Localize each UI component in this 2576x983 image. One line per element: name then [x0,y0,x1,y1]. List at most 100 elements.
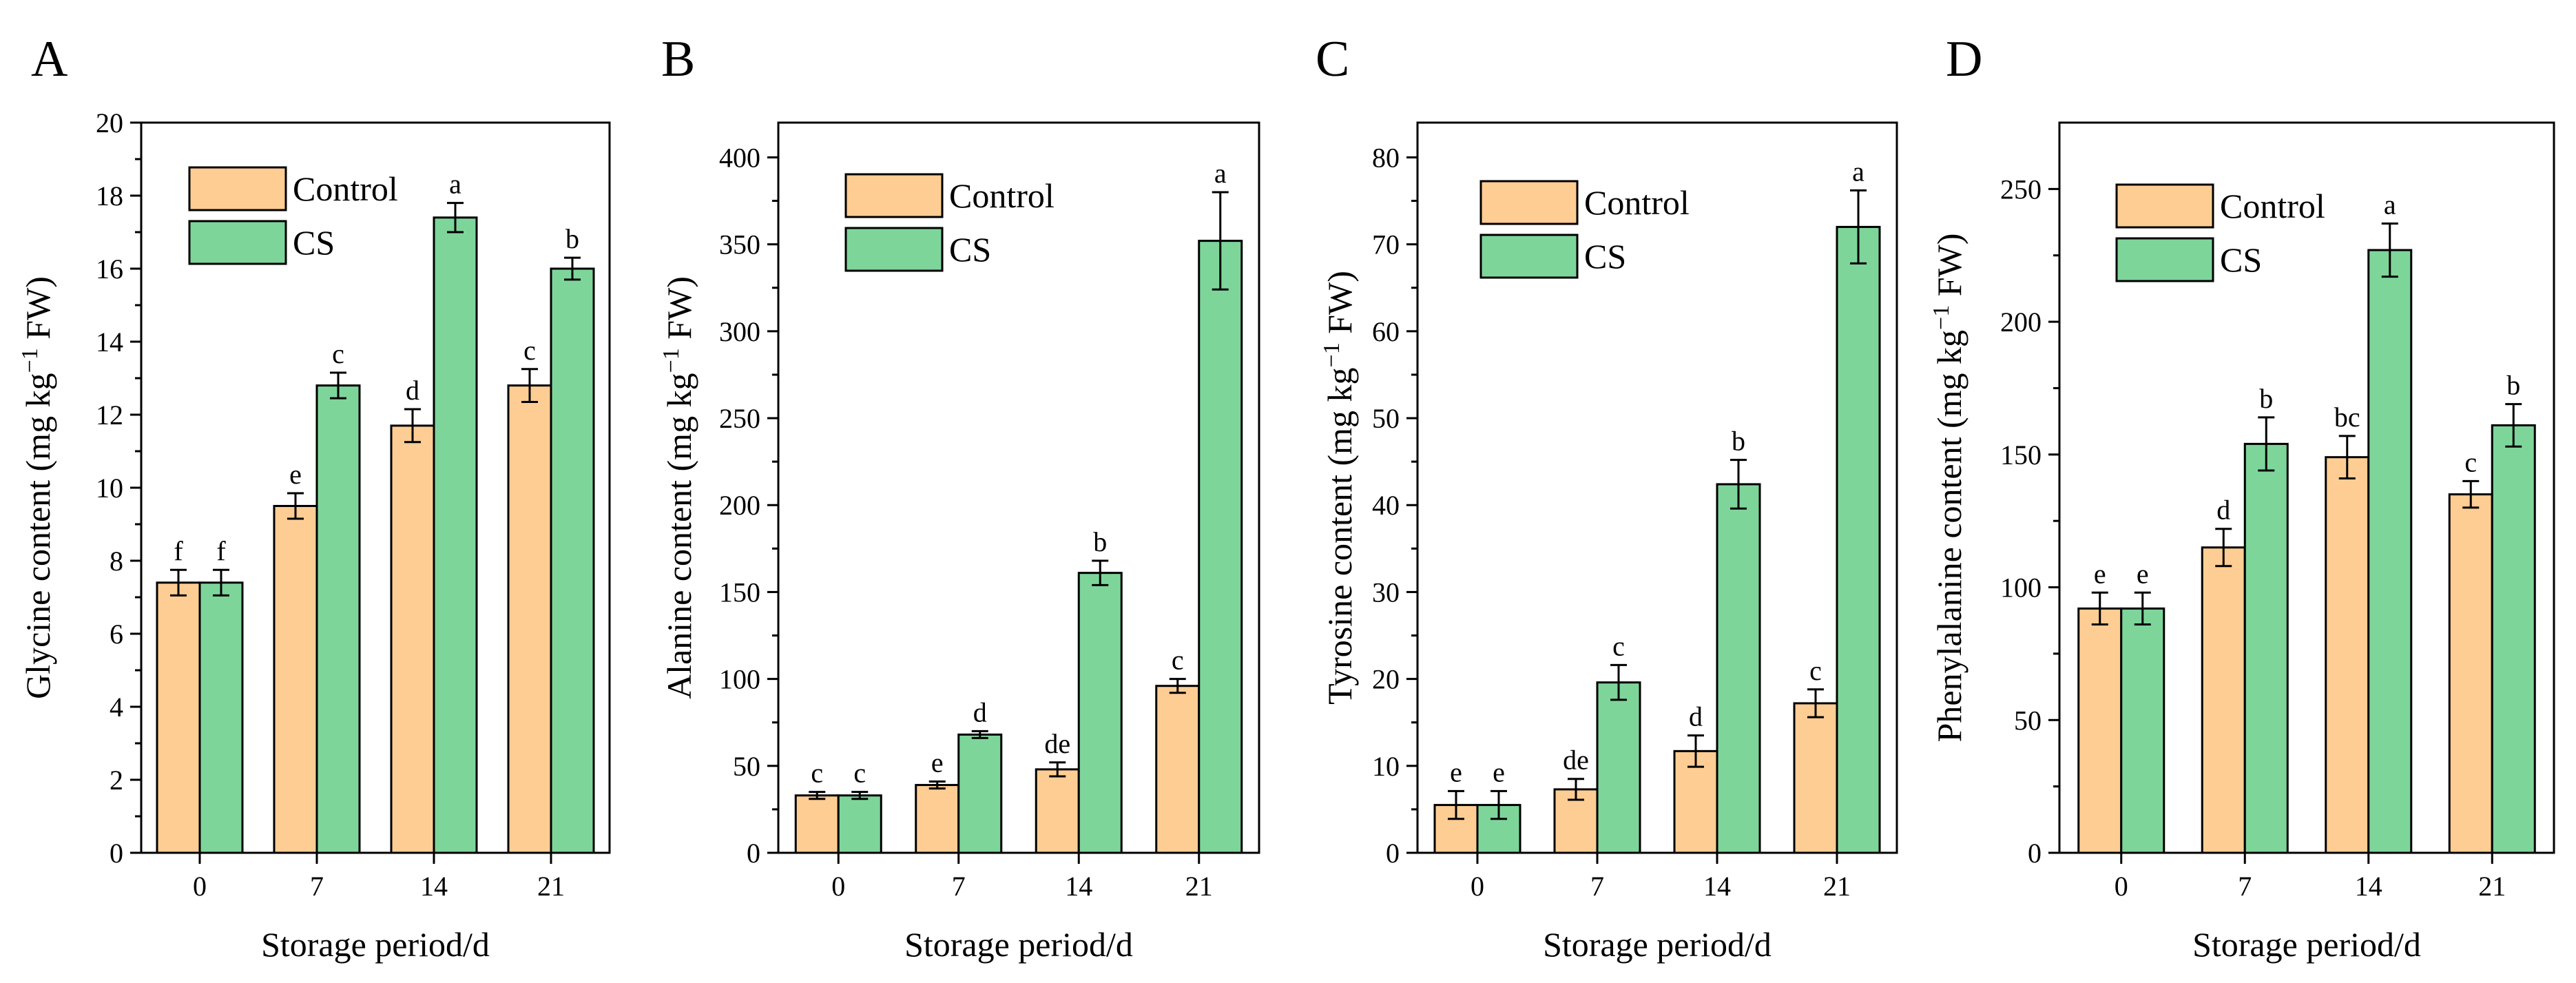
significance-letter: c [2464,446,2477,477]
legend: Control CS [188,166,398,265]
cs-bar [550,267,595,854]
y-tick-label: 14 [96,327,123,358]
control-bar [273,505,318,854]
significance-letter: e [931,747,944,778]
y-tick-label: 150 [2000,439,2042,470]
y-axis-title: Phenylalanine content (mg kg−1 FW) [1929,234,1969,743]
significance-letter: c [811,758,823,789]
plot-frame [777,121,1260,854]
significance-letter: b [565,223,579,254]
x-axis-title: Storage period/d [1543,925,1772,964]
y-tick-label: 2 [110,765,123,796]
cs-bar [957,733,1003,854]
y-axis-title-superscript: −1 [17,348,43,373]
legend-swatch-cs [1479,234,1579,279]
significance-letter: e [2094,558,2106,589]
legend: Control CS [1479,180,1690,279]
significance-letter: e [2137,558,2149,589]
plot-frame [2058,121,2555,854]
legend-swatch-control [844,173,944,218]
panel-letter: B [661,31,695,87]
legend-label: Control [1584,183,1690,222]
cs-bar [433,216,478,854]
y-axis-title: Tyrosine content (mg kg−1 FW) [1319,271,1359,705]
legend-label: CS [293,223,335,262]
significance-letter: c [1612,630,1625,661]
x-tick-label: 14 [2355,871,2382,902]
cs-bar [2491,424,2536,854]
y-tick-label: 4 [110,692,123,723]
control-bar [2325,456,2370,854]
y-axis-title-text: Glycine content (mg kg [19,373,57,699]
legend: Control CS [844,173,1055,272]
y-tick-label: 20 [96,107,123,138]
significance-letter: e [1493,756,1505,787]
x-tick-label: 0 [831,871,845,902]
y-axis-title-unit: FW) [1320,271,1359,342]
x-tick-label: 7 [310,871,324,902]
significance-letter: c [523,335,536,366]
cs-bar [1716,483,1761,854]
y-tick-label: 50 [1372,403,1400,434]
significance-letter: de [1044,728,1070,759]
y-tick-label: 400 [719,142,760,173]
y-tick-label: 10 [1372,751,1400,782]
control-bar [1793,702,1838,854]
x-tick-label: 14 [1065,871,1092,902]
y-axis-title-unit: FW) [19,276,57,348]
significance-letter: c [1172,645,1184,676]
y-tick-label: 200 [2000,307,2042,338]
significance-letter: d [973,696,987,727]
significance-letter: f [174,535,183,566]
y-tick-label: 70 [1372,229,1400,260]
cs-bar [315,384,361,854]
chart-panel-b: B 0 50 100 150 200 250 300 350 400 Alanine content… [658,31,1260,964]
y-tick-label: 350 [719,229,760,260]
significance-letter: b [1732,426,1745,457]
plot-frame [140,121,611,854]
significance-letter: b [2506,370,2520,401]
significance-letter: d [1689,701,1703,732]
x-tick-label: 21 [1823,871,1851,902]
legend-swatch-cs [188,220,287,265]
y-tick-label: 60 [1372,316,1400,347]
y-tick-label: 50 [733,751,760,782]
y-tick-label: 150 [719,577,760,608]
control-bar [915,784,960,854]
significance-letter: d [406,375,419,406]
y-axis-title-superscript: −1 [1319,342,1344,367]
y-tick-label: 0 [1386,838,1400,869]
legend: Control CS [2115,183,2325,282]
legend-swatch-control [188,166,287,211]
legend-label: CS [1584,237,1626,276]
legend-label: Control [293,169,398,208]
chart-panel-a: A 0 2 4 6 8 10 12 14 16 18 20 Glycine content (mg kg… [17,31,611,964]
control-bar [2448,493,2493,854]
legend-swatch-control [1479,180,1579,225]
panel-letter: D [1946,31,1982,87]
cs-bar [1198,240,1243,854]
cs-bar [1596,681,1641,854]
y-tick-label: 250 [2000,174,2042,205]
y-axis-title-unit: FW) [1930,234,1969,305]
legend-swatch-cs [2115,237,2214,282]
legend-swatch-cs [844,227,944,272]
y-tick-label: 6 [110,619,123,650]
y-tick-label: 0 [2028,838,2042,869]
x-tick-label: 21 [1185,871,1213,902]
y-axis-title: Alanine content (mg kg−1 FW) [658,276,698,699]
control-bar [390,424,435,854]
cs-bar [198,581,244,854]
legend-label: Control [2220,187,2325,225]
legend-label: Control [949,176,1055,215]
control-bar [1155,685,1201,854]
control-bar [507,384,552,854]
cs-bar [837,794,882,854]
x-tick-label: 0 [2115,871,2128,902]
y-axis-title-text: Alanine content (mg kg [660,373,698,699]
x-tick-label: 0 [1471,871,1484,902]
y-tick-label: 40 [1372,490,1400,521]
significance-letter: bc [2334,402,2360,433]
y-tick-label: 10 [96,473,123,504]
y-tick-label: 20 [1372,664,1400,695]
